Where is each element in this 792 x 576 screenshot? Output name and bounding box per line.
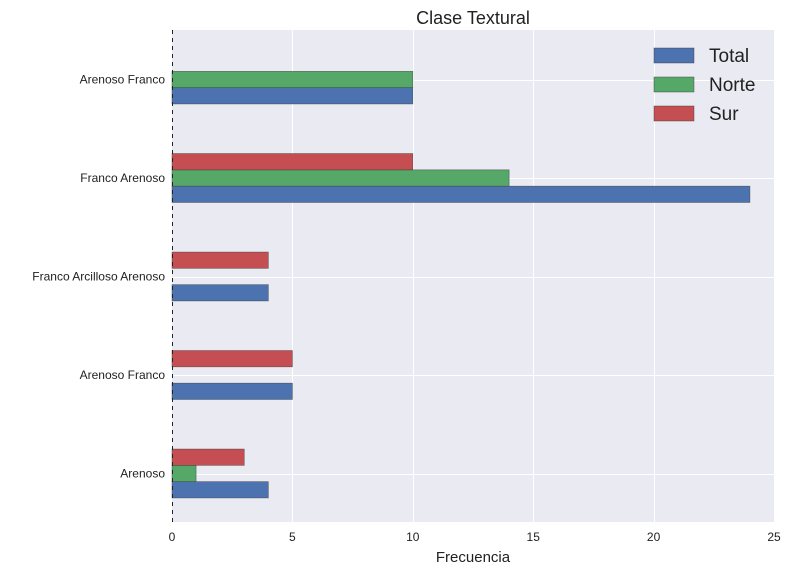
bar-total-3 [171,185,751,203]
legend-label-sur: Sur [709,104,739,125]
y-tick-label: Arenoso Franco [80,73,166,87]
bar-norte-4 [171,71,414,88]
bar-total-2 [171,284,269,302]
y-tick-label: Arenoso [120,467,165,481]
x-tick-labels: 0 5 10 15 20 25 [169,530,781,544]
legend-swatch-total [653,47,695,64]
y-tick-labels: Arenoso Arenoso Franco Franco Arcilloso Ar… [32,73,165,481]
y-tick-label: Franco Arenoso [80,171,165,185]
y-tick-label: Arenoso Franco [80,368,166,382]
x-tick-label: 25 [767,530,781,544]
legend: Total Norte Sur [653,46,755,125]
legend-label-norte: Norte [709,75,755,96]
x-tick-label: 10 [406,530,420,544]
bar-norte-3 [171,169,510,187]
y-tick-label: Franco Arcilloso Arenoso [32,270,165,284]
bar-sur-1 [171,350,293,368]
x-tick-label: 15 [527,530,541,544]
bar-norte-0 [171,465,197,482]
bars [171,71,751,499]
legend-swatch-sur [653,105,695,122]
bar-total-4 [171,87,414,105]
x-tick-label: 0 [169,530,176,544]
legend-label-total: Total [709,46,749,67]
legend-swatch-norte [653,76,695,93]
chart-title: Clase Textural [416,8,530,28]
bar-total-0 [171,481,269,499]
bar-sur-3 [171,153,414,171]
bar-sur-0 [171,448,245,466]
x-tick-label: 20 [647,530,661,544]
bar-total-1 [171,382,293,400]
x-axis-title: Frecuencia [436,549,511,566]
x-tick-label: 5 [289,530,296,544]
bar-sur-2 [171,251,269,269]
